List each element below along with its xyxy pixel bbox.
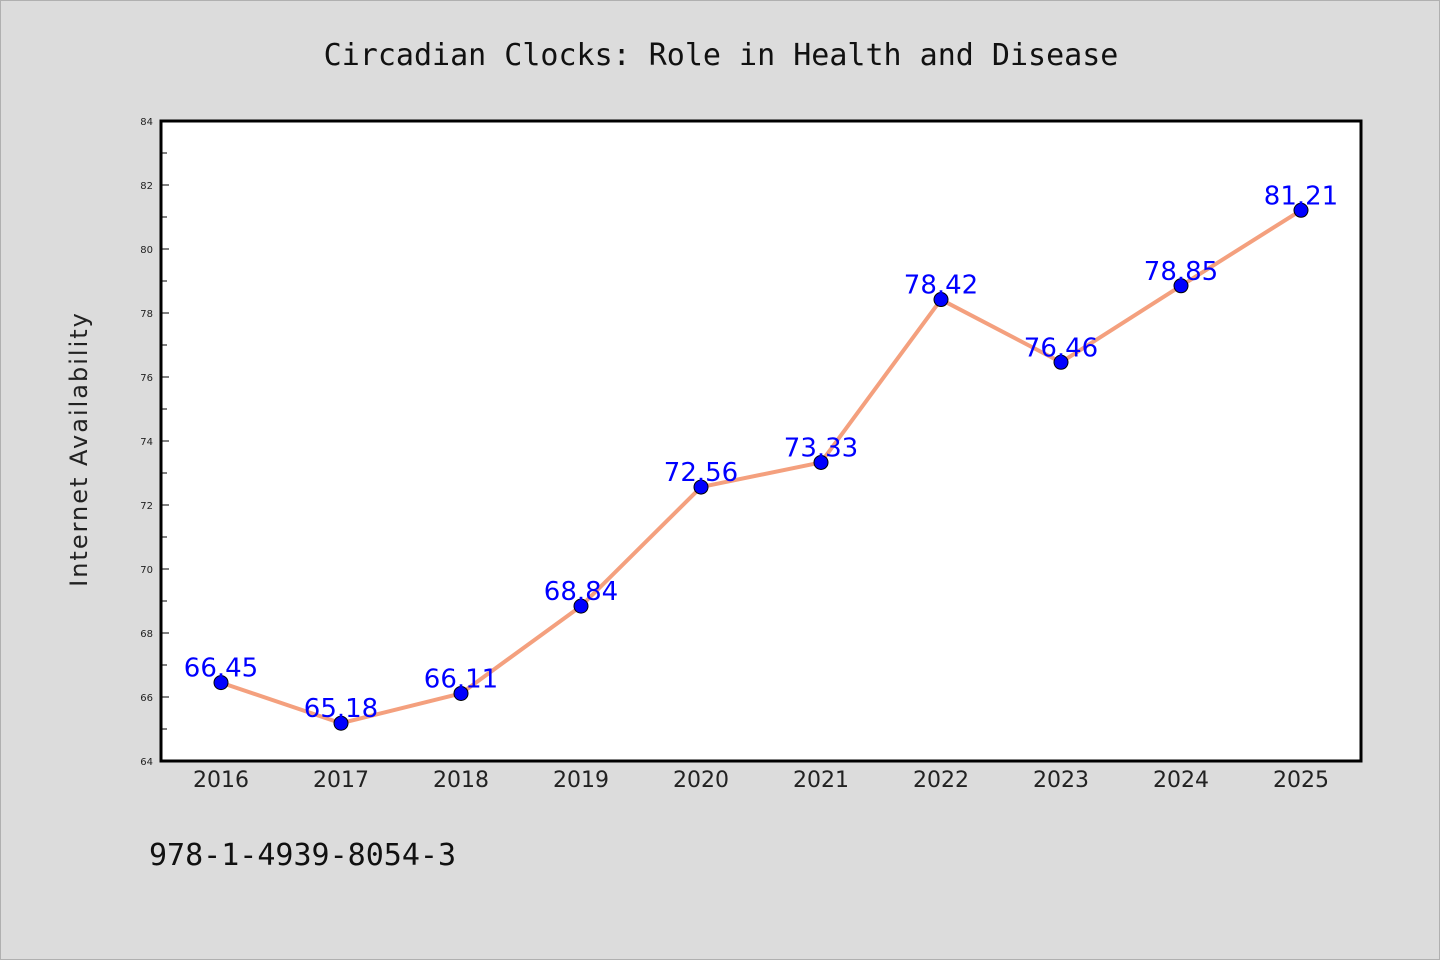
y-tick-label: 80 — [140, 245, 153, 256]
y-tick-label: 74 — [140, 437, 153, 448]
y-tick-label: 76 — [140, 373, 153, 384]
data-labels: 66.45 65.18 66.11 68.84 72.56 73.33 78.42 76.46… — [184, 181, 1338, 724]
x-tick-label: 2021 — [793, 768, 849, 793]
data-point — [1293, 202, 1309, 218]
data-label: 81.21 — [1264, 181, 1338, 211]
y-tick-label: 70 — [140, 565, 153, 576]
y-tick-label: 82 — [140, 181, 153, 192]
y-tick-label: 84 — [140, 117, 153, 128]
data-label: 76.46 — [1024, 333, 1098, 363]
chart-title: Circadian Clocks: Role in Health and Dis… — [324, 38, 1119, 73]
plot-area — [159, 119, 1363, 763]
isbn-footnote: 978-1-4939-8054-3 — [149, 838, 456, 873]
data-point — [1173, 278, 1189, 294]
x-tick-label: 2025 — [1273, 768, 1329, 793]
x-tick-label: 2022 — [913, 768, 969, 793]
x-tick-label: 2020 — [673, 768, 729, 793]
data-point — [1053, 354, 1069, 370]
data-label: 78.85 — [1144, 257, 1218, 287]
x-tick-label: 2017 — [313, 768, 369, 793]
data-point — [333, 715, 349, 731]
x-tick-label: 2016 — [193, 768, 249, 793]
data-label: 73.33 — [784, 433, 858, 463]
x-tick-label: 2019 — [553, 768, 609, 793]
data-point — [573, 598, 589, 614]
data-label: 66.11 — [424, 664, 498, 694]
y-tick-label: 66 — [140, 693, 153, 704]
data-point — [813, 454, 829, 470]
data-label: 66.45 — [184, 654, 258, 684]
data-label: 78.42 — [904, 271, 978, 301]
series-line — [219, 208, 1303, 726]
data-point — [933, 292, 949, 308]
y-axis: 64 66 68 70 72 74 76 78 80 82 84 — [140, 117, 169, 768]
data-point — [213, 675, 229, 691]
data-label: 72.56 — [664, 458, 738, 488]
y-tick-label: 78 — [140, 309, 153, 320]
x-axis: 2016 2017 2018 2019 2020 2021 2022 2023 2024 2025 — [193, 768, 1329, 793]
y-tick-label: 68 — [140, 629, 153, 640]
y-tick-label: 64 — [140, 757, 153, 768]
x-tick-label: 2023 — [1033, 768, 1089, 793]
data-label: 65.18 — [304, 694, 378, 724]
data-label: 68.84 — [544, 577, 618, 607]
data-point — [453, 685, 469, 701]
data-point — [693, 479, 709, 495]
x-tick-label: 2024 — [1153, 768, 1209, 793]
y-axis-label: Internet Availability — [65, 311, 93, 587]
series — [213, 202, 1309, 731]
x-tick-label: 2018 — [433, 768, 489, 793]
y-tick-label: 72 — [140, 501, 153, 512]
